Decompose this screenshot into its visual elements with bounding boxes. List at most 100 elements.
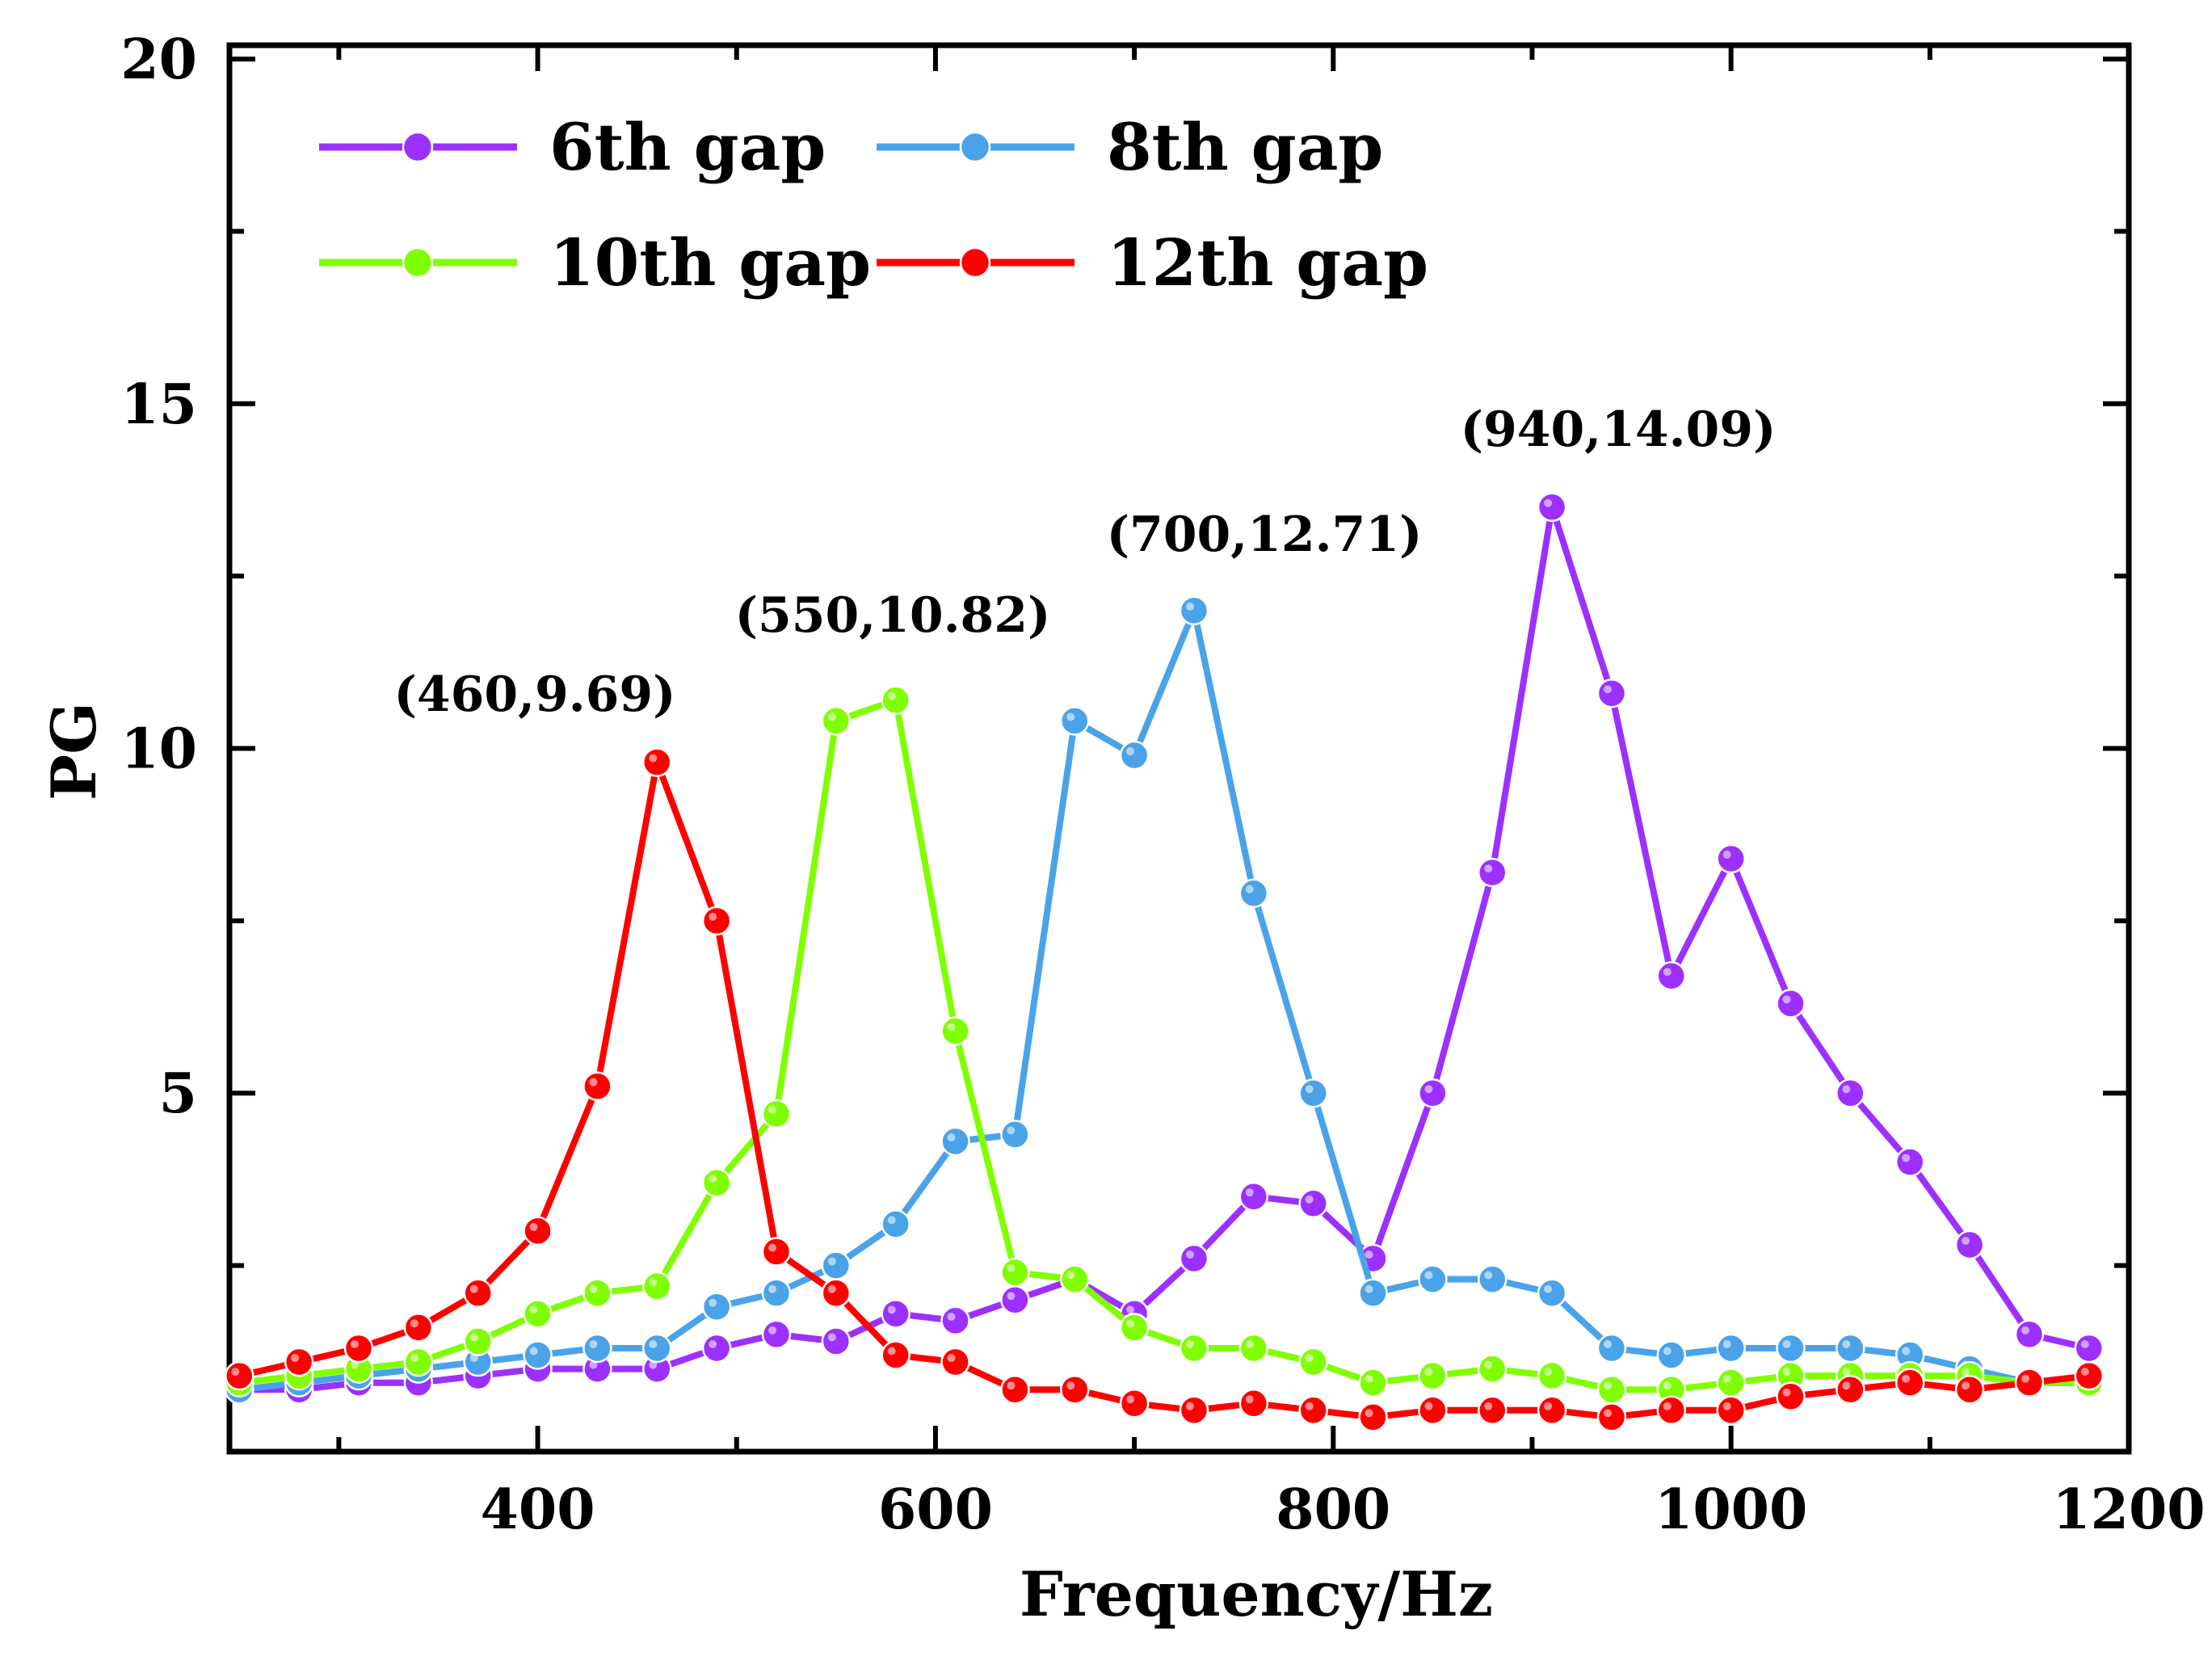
data-point-highlight: [1424, 1368, 1433, 1376]
data-point: [821, 1250, 852, 1280]
data-point-highlight: [1484, 1402, 1493, 1410]
data-point-highlight: [1603, 1339, 1612, 1348]
data-point-highlight: [469, 1284, 478, 1293]
data-point-highlight: [231, 1368, 240, 1376]
data-point: [1000, 1284, 1030, 1315]
data-point-highlight: [1902, 1374, 1911, 1383]
series-line: [238, 759, 2090, 1421]
data-point: [403, 1347, 434, 1377]
data-point: [940, 1305, 970, 1336]
legend-label: 12th gap: [1107, 225, 1428, 301]
data-point: [1358, 1278, 1388, 1308]
series-6th-gap: [225, 492, 2105, 1405]
data-point-highlight: [1365, 1284, 1373, 1293]
data-point-highlight: [1722, 1374, 1731, 1383]
legend-label: 8th gap: [1107, 109, 1383, 185]
data-point-highlight: [1962, 1381, 1970, 1390]
data-point: [1179, 1243, 1209, 1274]
data-point-highlight: [709, 912, 717, 921]
y-tick-label: 15: [120, 372, 197, 437]
data-point-highlight: [1544, 498, 1553, 507]
data-point: [523, 1216, 553, 1246]
data-point: [1060, 706, 1090, 736]
data-point: [1954, 1374, 1985, 1405]
data-point-highlight: [1305, 1085, 1314, 1094]
data-point-highlight: [2080, 1368, 2089, 1376]
data-point-highlight: [767, 1105, 776, 1114]
data-point-highlight: [1245, 1188, 1254, 1197]
data-point: [881, 1299, 910, 1329]
data-point-highlight: [827, 1333, 836, 1342]
data-point: [1119, 1313, 1150, 1343]
data-point-highlight: [1365, 1409, 1373, 1418]
peak-annotation: (700,12.71): [1107, 506, 1423, 563]
data-point: [1238, 1333, 1269, 1364]
data-point-highlight: [1603, 1409, 1612, 1418]
data-point-highlight: [589, 1360, 598, 1369]
data-point: [1358, 1402, 1388, 1432]
data-point: [1537, 1278, 1567, 1308]
data-point-highlight: [1185, 602, 1194, 611]
data-point-highlight: [1962, 1236, 1970, 1245]
x-tick-label: 600: [878, 1477, 993, 1542]
data-point: [940, 1016, 970, 1046]
data-point: [1418, 1264, 1448, 1294]
data-point: [821, 1278, 852, 1308]
data-point: [761, 1278, 792, 1308]
data-point-highlight: [1424, 1085, 1433, 1094]
data-point-highlight: [887, 1216, 896, 1225]
data-point-highlight: [529, 1347, 538, 1355]
data-point-highlight: [709, 1175, 717, 1183]
data-point-highlight: [589, 1339, 598, 1348]
data-point: [1238, 1181, 1269, 1212]
data-point: [1596, 678, 1627, 708]
data-point-highlight: [1484, 1271, 1493, 1280]
legend-label: 6th gap: [549, 109, 826, 185]
data-point-highlight: [947, 1023, 956, 1032]
tick-labels: 400 600 800 1000 1200 5 10 15 20: [120, 27, 2205, 1542]
data-point-highlight: [469, 1354, 478, 1363]
data-point-highlight: [1842, 1368, 1851, 1376]
data-point: [1656, 1340, 1687, 1370]
data-point-highlight: [1782, 1388, 1791, 1397]
data-point: [1477, 1395, 1508, 1426]
data-point-highlight: [1305, 1354, 1314, 1363]
data-point: [2014, 1368, 2045, 1398]
x-tick-label: 1000: [1655, 1477, 1807, 1542]
data-point-highlight: [1126, 1319, 1135, 1328]
legend-marker: [402, 246, 434, 279]
data-point: [642, 747, 672, 777]
data-point: [1537, 1360, 1567, 1391]
data-point: [1596, 1374, 1627, 1405]
data-point-highlight: [1066, 1381, 1075, 1390]
data-point: [343, 1333, 374, 1364]
data-point-highlight: [1663, 1381, 1672, 1390]
data-point-highlight: [1544, 1368, 1553, 1376]
data-point: [1716, 843, 1746, 874]
data-point-highlight: [529, 1222, 538, 1231]
data-point: [1238, 1389, 1269, 1419]
data-point: [1418, 1395, 1448, 1426]
axis-ticks: [229, 45, 2131, 1452]
data-point: [1776, 989, 1806, 1019]
data-point-highlight: [1365, 1250, 1373, 1259]
data-point-highlight: [1663, 1347, 1672, 1355]
data-point-highlight: [1484, 1360, 1493, 1369]
data-point: [1537, 1395, 1567, 1426]
data-point-highlight: [1185, 1402, 1194, 1410]
data-point-highlight: [351, 1360, 360, 1369]
data-point-highlight: [1663, 968, 1672, 977]
data-point: [403, 1313, 434, 1343]
data-point: [2074, 1360, 2105, 1391]
data-point-highlight: [1007, 1292, 1016, 1301]
data-point: [1418, 1078, 1448, 1108]
data-point: [701, 1292, 732, 1322]
legend-marker: [959, 131, 991, 163]
data-point-highlight: [1842, 1381, 1851, 1390]
data-point-highlight: [649, 1360, 658, 1369]
data-point-highlight: [1603, 685, 1612, 694]
data-point-highlight: [1782, 995, 1791, 1004]
data-point-highlight: [1126, 1395, 1135, 1404]
data-point-highlight: [947, 1312, 956, 1321]
data-point-highlight: [410, 1354, 418, 1363]
